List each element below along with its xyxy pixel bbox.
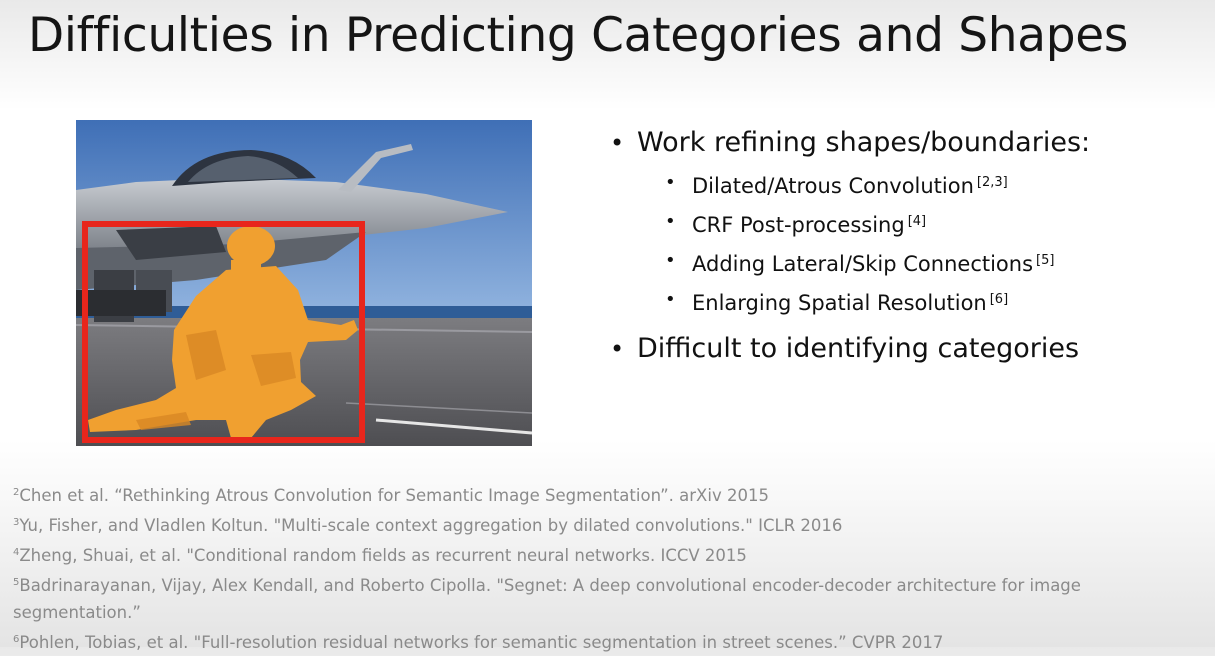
- reference-text: Zheng, Shuai, et al. "Conditional random…: [19, 546, 747, 565]
- reference-item: 6Pohlen, Tobias, et al. "Full-resolution…: [13, 626, 1208, 656]
- bullet-dot-icon: •: [665, 289, 676, 310]
- bullet-item: • Difficult to identifying categories: [610, 330, 1200, 368]
- segmentation-example-image: [76, 120, 532, 446]
- reference-number: 3: [13, 517, 20, 528]
- citation-marker: [2,3]: [976, 175, 1008, 190]
- bullet-dot-icon: •: [665, 211, 676, 232]
- sub-bullet-item: • Adding Lateral/Skip Connections [5]: [610, 244, 1200, 283]
- bullet-dot-icon: •: [610, 335, 625, 363]
- bullet-dot-icon: •: [665, 172, 676, 193]
- reference-item: 5Badrinarayanan, Vijay, Alex Kendall, an…: [13, 569, 1208, 626]
- sub-bullet-item: • Enlarging Spatial Resolution [6]: [610, 283, 1200, 322]
- bullet-text: Difficult to identifying categories: [637, 333, 1080, 364]
- reference-number: 6: [13, 634, 20, 645]
- reference-text: Badrinarayanan, Vijay, Alex Kendall, and…: [13, 576, 1081, 622]
- bullet-text: Work refining shapes/boundaries:: [637, 127, 1091, 158]
- reference-number: 4: [13, 547, 20, 558]
- sub-bullet-text: CRF Post-processing: [692, 213, 905, 237]
- person-mask: [88, 226, 358, 438]
- reference-number: 5: [13, 577, 20, 588]
- sub-bullet-item: • CRF Post-processing [4]: [610, 205, 1200, 244]
- sub-bullet-item: • Dilated/Atrous Convolution [2,3]: [610, 166, 1200, 205]
- fighter-jet: [76, 144, 508, 322]
- sub-bullet-list: • Dilated/Atrous Convolution [2,3] • CRF …: [610, 166, 1200, 322]
- bullet-list: • Work refining shapes/boundaries: • Dil…: [610, 124, 1200, 368]
- reference-text: Yu, Fisher, and Vladlen Koltun. "Multi-s…: [19, 516, 843, 535]
- bullet-item: • Work refining shapes/boundaries:: [610, 124, 1200, 162]
- sub-bullet-text: Enlarging Spatial Resolution: [692, 291, 987, 315]
- bullet-dot-icon: •: [610, 129, 625, 157]
- citation-marker: [6]: [989, 292, 1009, 307]
- sub-bullet-text: Dilated/Atrous Convolution: [692, 174, 974, 198]
- sub-bullet-text: Adding Lateral/Skip Connections: [692, 252, 1034, 276]
- reference-text: Chen et al. “Rethinking Atrous Convoluti…: [19, 486, 769, 505]
- detection-bounding-box: [82, 221, 365, 443]
- bullet-dot-icon: •: [665, 250, 676, 271]
- reference-item: 4Zheng, Shuai, et al. "Conditional rando…: [13, 539, 1208, 569]
- citation-marker: [4]: [907, 214, 927, 229]
- reference-item: 3Yu, Fisher, and Vladlen Koltun. "Multi-…: [13, 509, 1208, 539]
- reference-item: 2Chen et al. “Rethinking Atrous Convolut…: [13, 479, 1208, 509]
- references-list: 2Chen et al. “Rethinking Atrous Convolut…: [13, 479, 1208, 656]
- reference-number: 2: [13, 487, 20, 498]
- slide-title: Difficulties in Predicting Categories an…: [28, 8, 1129, 63]
- reference-text: Pohlen, Tobias, et al. "Full-resolution …: [19, 633, 944, 652]
- citation-marker: [5]: [1036, 253, 1055, 268]
